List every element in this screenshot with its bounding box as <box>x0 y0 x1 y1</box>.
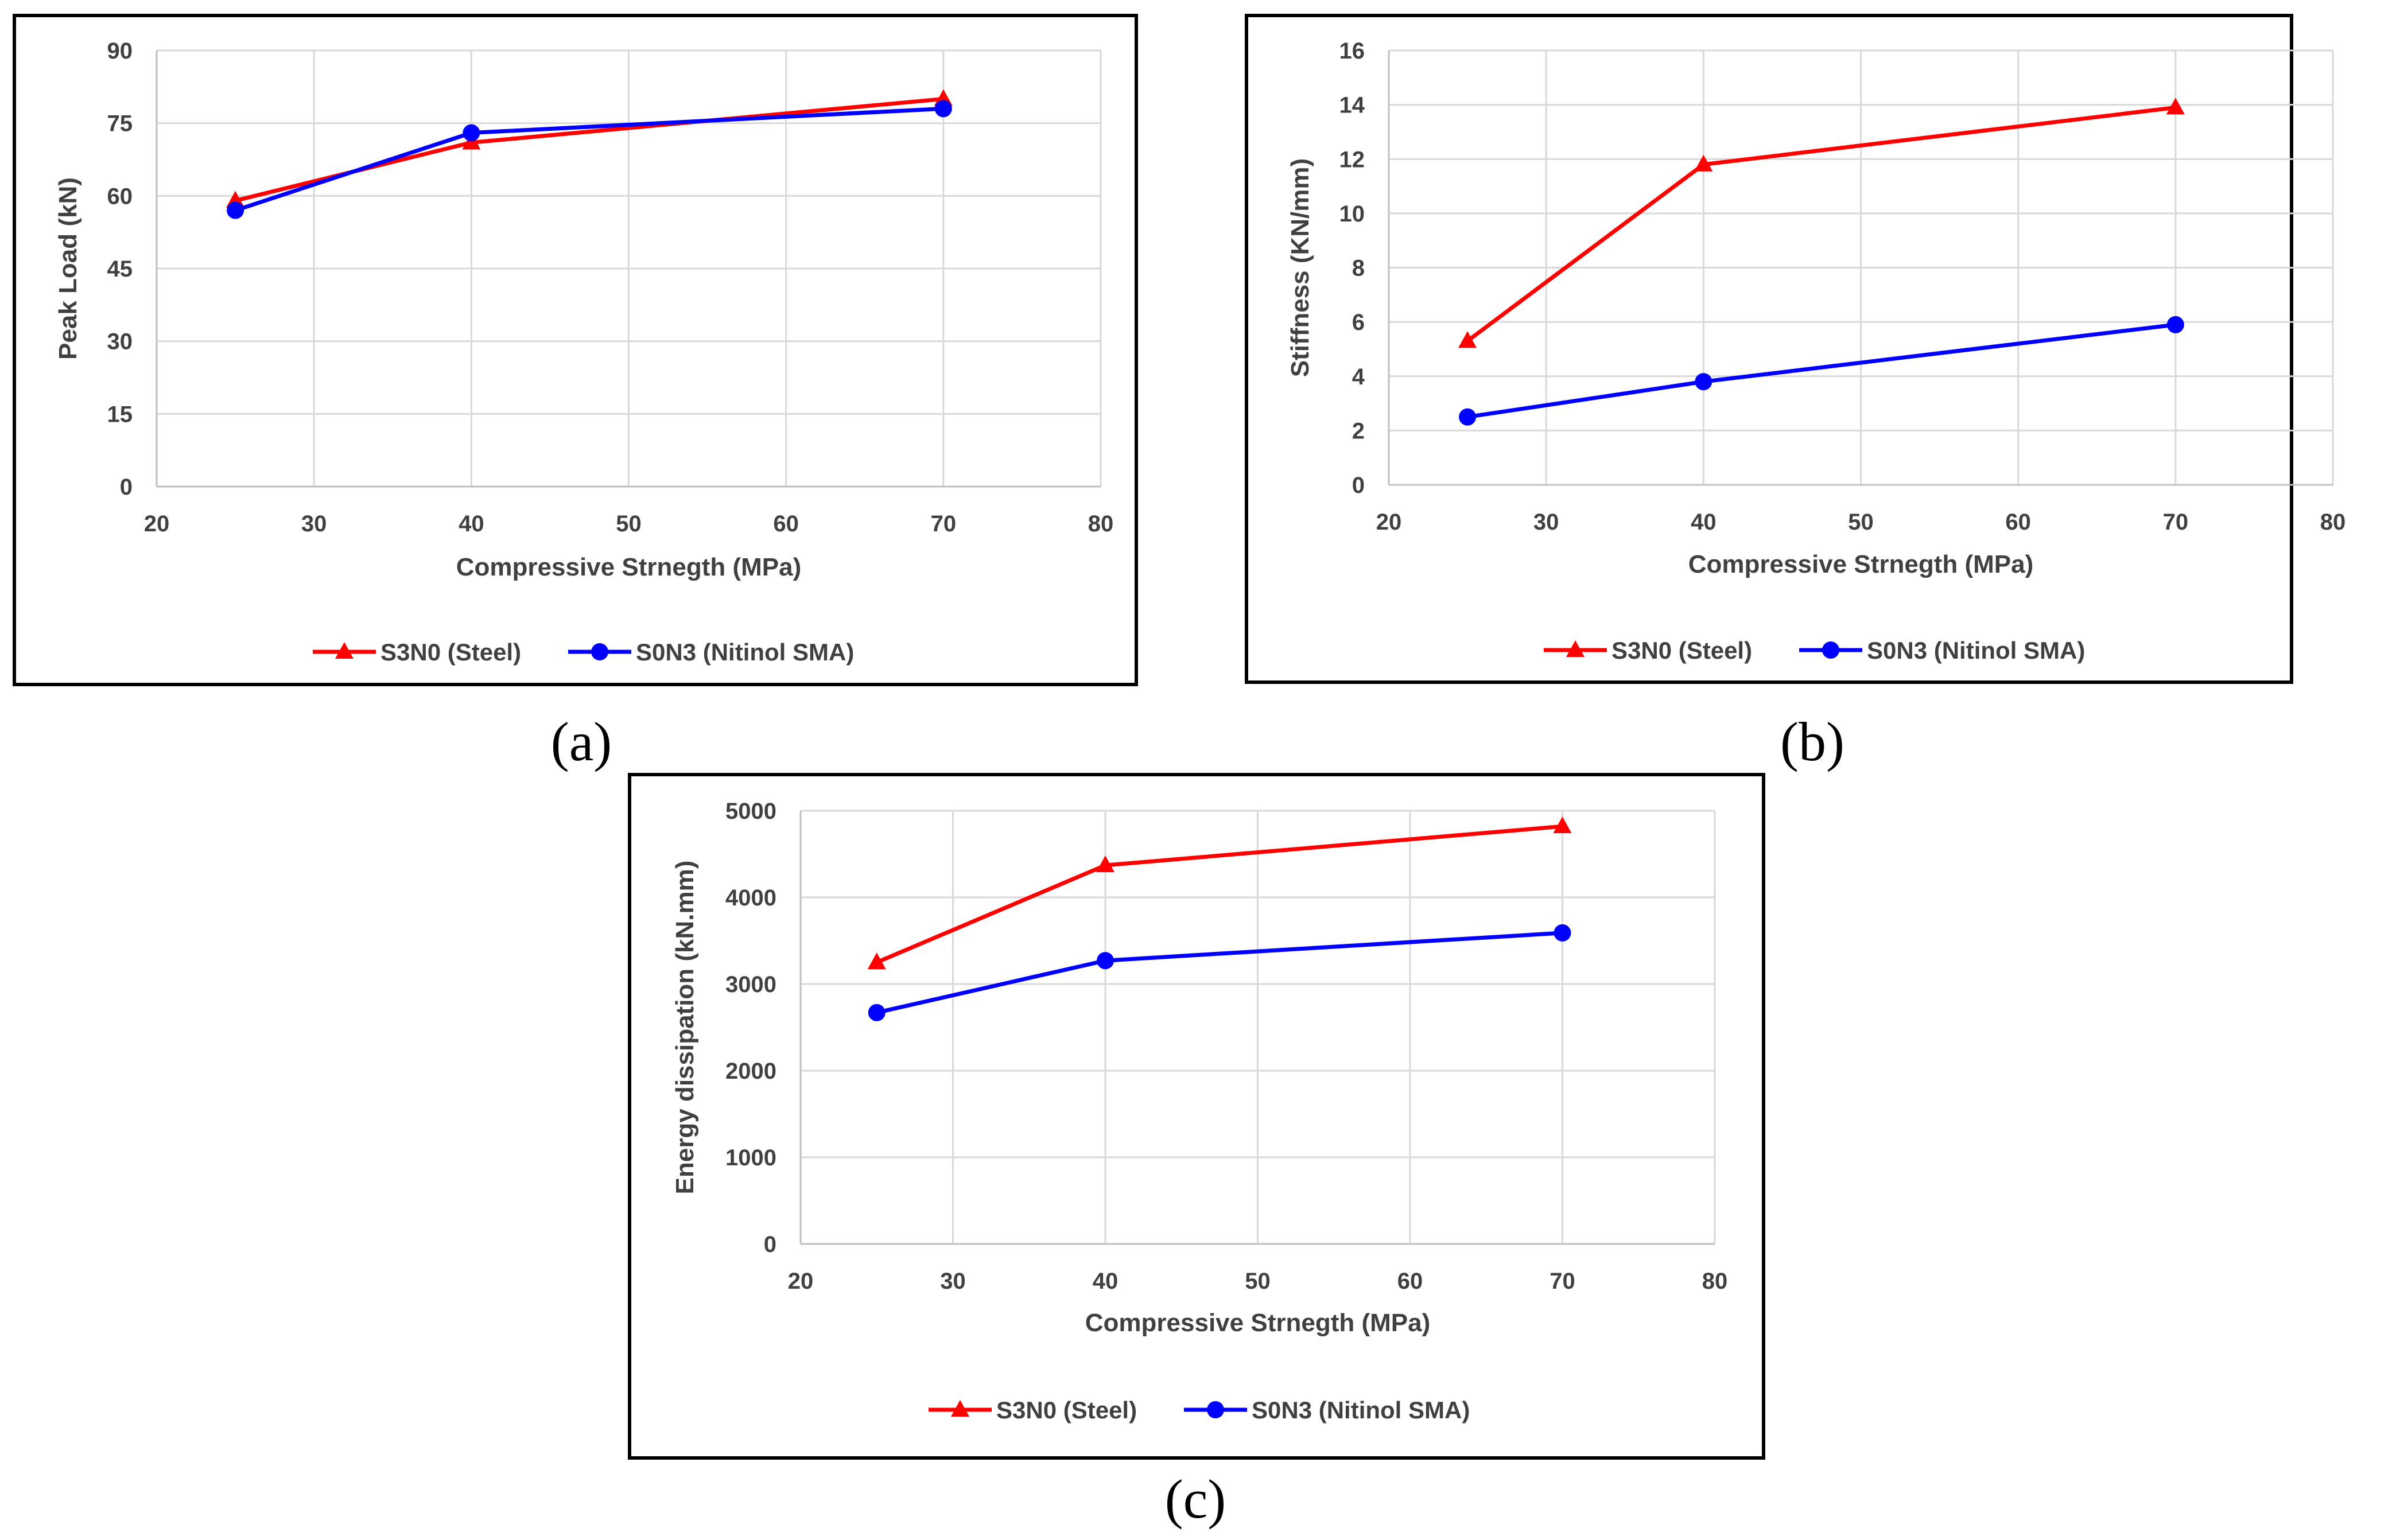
x-tick-label: 70 <box>931 511 957 536</box>
data-point-triangle <box>1458 331 1477 348</box>
data-point-circle <box>227 201 244 219</box>
data-point-circle <box>934 100 952 118</box>
chart-frame <box>628 773 1765 1460</box>
data-point-triangle <box>867 952 886 970</box>
x-axis-title: Compressive Strnegth (MPa) <box>1085 1309 1430 1337</box>
legend-label: S3N0 (Steel) <box>1611 637 1752 664</box>
y-tick-label: 1000 <box>725 1145 776 1170</box>
y-tick-label: 8 <box>1352 256 1365 281</box>
figure-caption: (c) <box>1165 1468 1226 1530</box>
data-point-circle <box>463 124 480 142</box>
y-tick-label: 3000 <box>725 972 776 997</box>
data-point-circle <box>2166 316 2184 333</box>
x-tick-label: 70 <box>2163 510 2189 535</box>
y-tick-label: 60 <box>107 184 133 209</box>
chart-c: 20 30 40 50 60 70 80 0 1000 2000 3000 4000 5000 Compr… <box>628 773 1765 1530</box>
figure-caption: (b) <box>1780 711 1844 772</box>
x-tick-label: 20 <box>788 1269 814 1294</box>
x-tick-label: 20 <box>144 511 170 536</box>
legend-marker-triangle <box>951 1400 969 1417</box>
legend-marker-circle <box>591 643 608 660</box>
x-axis-title: Compressive Strnegth (MPa) <box>456 553 801 581</box>
legend-label: S0N3 (Nitinol SMA) <box>1252 1397 1470 1424</box>
legend: S3N0 (Steel) S0N3 (Nitinol SMA) <box>313 639 854 666</box>
y-tick-label: 6 <box>1352 310 1365 335</box>
chart-a: 20 30 40 50 60 70 80 0 15 30 45 60 75 90 Compressive S… <box>13 14 1138 772</box>
y-tick-label: 4000 <box>725 885 776 911</box>
x-tick-label: 50 <box>616 511 642 536</box>
y-tick-label: 90 <box>107 38 133 64</box>
x-tick-label: 50 <box>1848 510 1874 535</box>
y-axis-title: Stiffness (KN/mm) <box>1286 158 1314 377</box>
y-tick-label: 14 <box>1339 93 1365 118</box>
y-tick-label: 0 <box>764 1232 776 1257</box>
data-point-triangle <box>1096 855 1114 873</box>
x-axis-title: Compressive Strnegth (MPa) <box>1688 550 2033 578</box>
y-tick-label: 45 <box>107 256 133 282</box>
y-tick-label: 0 <box>1352 473 1365 498</box>
x-tick-label: 80 <box>1702 1269 1728 1294</box>
series-nitinol <box>1459 316 2184 426</box>
y-tick-label: 2 <box>1352 418 1365 444</box>
y-tick-label: 30 <box>107 329 133 355</box>
y-axis-title: Peak Load (kN) <box>54 177 82 360</box>
x-tick-label: 60 <box>773 511 799 536</box>
series-nitinol <box>227 100 952 219</box>
y-tick-label: 16 <box>1339 38 1365 64</box>
x-tick-label: 40 <box>1093 1269 1119 1294</box>
x-tick-label: 60 <box>1397 1269 1423 1294</box>
x-tick-label: 30 <box>940 1269 966 1294</box>
y-axis-title: Energy dissipation (kN.mm) <box>671 861 699 1195</box>
legend-marker-triangle <box>1566 640 1585 657</box>
chart-frame <box>13 14 1138 686</box>
data-point-triangle <box>1694 154 1713 172</box>
series-steel <box>1458 98 2185 348</box>
data-point-triangle <box>2166 98 2185 115</box>
data-point-circle <box>1695 373 1712 391</box>
legend-marker-triangle <box>335 642 354 659</box>
x-tick-label: 20 <box>1376 510 1402 535</box>
data-point-circle <box>1459 408 1477 426</box>
legend: S3N0 (Steel) S0N3 (Nitinol SMA) <box>1544 637 2085 664</box>
data-point-circle <box>1097 952 1114 970</box>
legend-marker-circle <box>1822 641 1839 659</box>
x-tick-label: 80 <box>1088 511 1114 536</box>
data-point-circle <box>1554 924 1571 942</box>
y-tick-label: 4 <box>1352 364 1365 390</box>
y-tick-label: 2000 <box>725 1059 776 1084</box>
x-tick-label: 30 <box>1533 510 1559 535</box>
legend-marker-circle <box>1207 1401 1224 1418</box>
y-tick-label: 75 <box>107 111 133 137</box>
figure-caption: (a) <box>551 711 612 772</box>
chart-frame <box>1245 14 2293 684</box>
y-tick-label: 15 <box>107 402 133 427</box>
data-point-circle <box>868 1004 886 1021</box>
chart-b: 20 30 40 50 60 70 80 0 2 4 6 8 10 12 14 16 Compressive S… <box>1245 14 2346 772</box>
series-nitinol <box>868 924 1571 1021</box>
legend-label: S3N0 (Steel) <box>996 1397 1137 1424</box>
series-steel <box>867 816 1572 970</box>
legend-label: S0N3 (Nitinol SMA) <box>1867 637 2085 664</box>
y-tick-label: 5000 <box>725 799 776 824</box>
x-tick-label: 40 <box>459 511 484 536</box>
y-tick-label: 12 <box>1339 147 1365 172</box>
y-tick-label: 0 <box>120 475 133 500</box>
x-tick-label: 80 <box>2320 510 2346 535</box>
x-tick-label: 60 <box>2005 510 2031 535</box>
x-tick-label: 30 <box>301 511 327 536</box>
legend-label: S0N3 (Nitinol SMA) <box>636 639 854 666</box>
legend: S3N0 (Steel) S0N3 (Nitinol SMA) <box>929 1397 1470 1424</box>
data-point-triangle <box>1553 816 1572 834</box>
legend-label: S3N0 (Steel) <box>380 639 521 666</box>
x-tick-label: 50 <box>1245 1269 1271 1294</box>
y-tick-label: 10 <box>1339 201 1365 227</box>
x-tick-label: 70 <box>1550 1269 1575 1294</box>
x-tick-label: 40 <box>1691 510 1717 535</box>
